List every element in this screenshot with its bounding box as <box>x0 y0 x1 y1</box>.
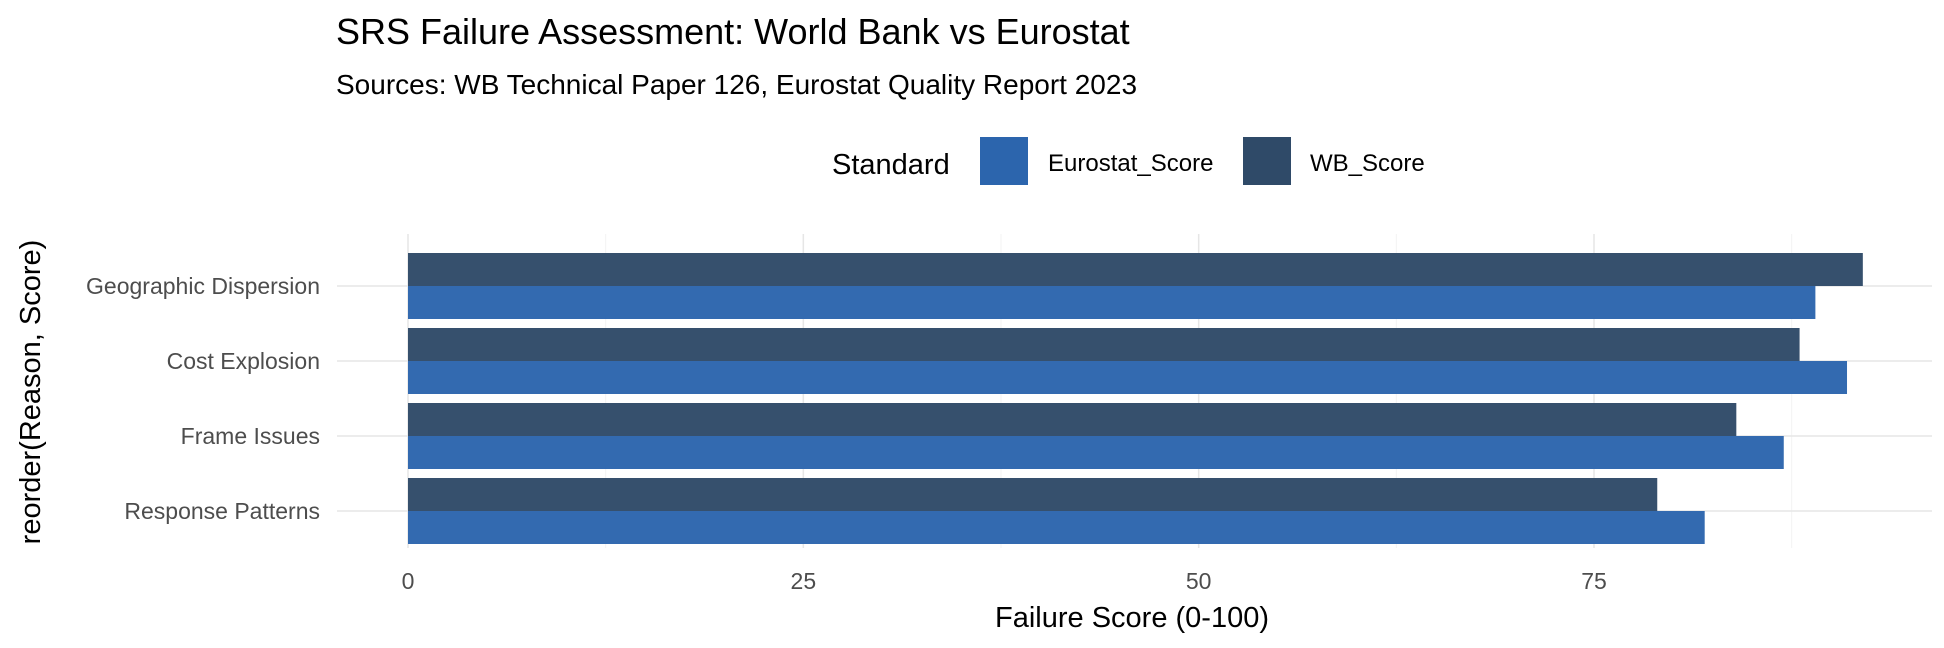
bar-wb-score <box>408 328 1800 361</box>
legend-swatch-wb <box>1243 137 1291 185</box>
legend-label-wb: WB_Score <box>1310 150 1425 177</box>
bars <box>408 253 1863 544</box>
chart-title: SRS Failure Assessment: World Bank vs Eu… <box>336 11 1130 52</box>
bar-eurostat-score <box>408 286 1816 319</box>
chart-subtitle: Sources: WB Technical Paper 126, Eurosta… <box>336 69 1137 100</box>
x-tick-label: 50 <box>1186 568 1212 594</box>
x-tick-label: 25 <box>791 568 817 594</box>
legend: Standard Eurostat_Score WB_Score <box>832 137 1425 185</box>
bar-wb-score <box>408 478 1658 511</box>
legend-swatch-eurostat <box>980 137 1028 185</box>
bar-eurostat-score <box>408 436 1784 469</box>
x-tick-label: 0 <box>402 568 415 594</box>
y-tick-label: Geographic Dispersion <box>86 273 320 299</box>
y-tick-labels: Response Patterns Frame Issues Cost Explos… <box>86 273 320 524</box>
x-axis-title: Failure Score (0-100) <box>995 602 1269 634</box>
y-tick-label: Frame Issues <box>181 423 320 449</box>
y-axis-title: reorder(Reason, Score) <box>15 240 47 545</box>
bar-wb-score <box>408 253 1863 286</box>
bar-eurostat-score <box>408 361 1848 394</box>
y-tick-label: Cost Explosion <box>167 348 320 374</box>
x-tick-label: 75 <box>1581 568 1607 594</box>
x-tick-labels: 0 25 50 75 <box>402 568 1607 594</box>
legend-title: Standard <box>832 149 950 181</box>
bar-wb-score <box>408 403 1737 436</box>
y-tick-label: Response Patterns <box>124 498 320 524</box>
legend-label-eurostat: Eurostat_Score <box>1048 150 1213 177</box>
bar-eurostat-score <box>408 511 1705 544</box>
